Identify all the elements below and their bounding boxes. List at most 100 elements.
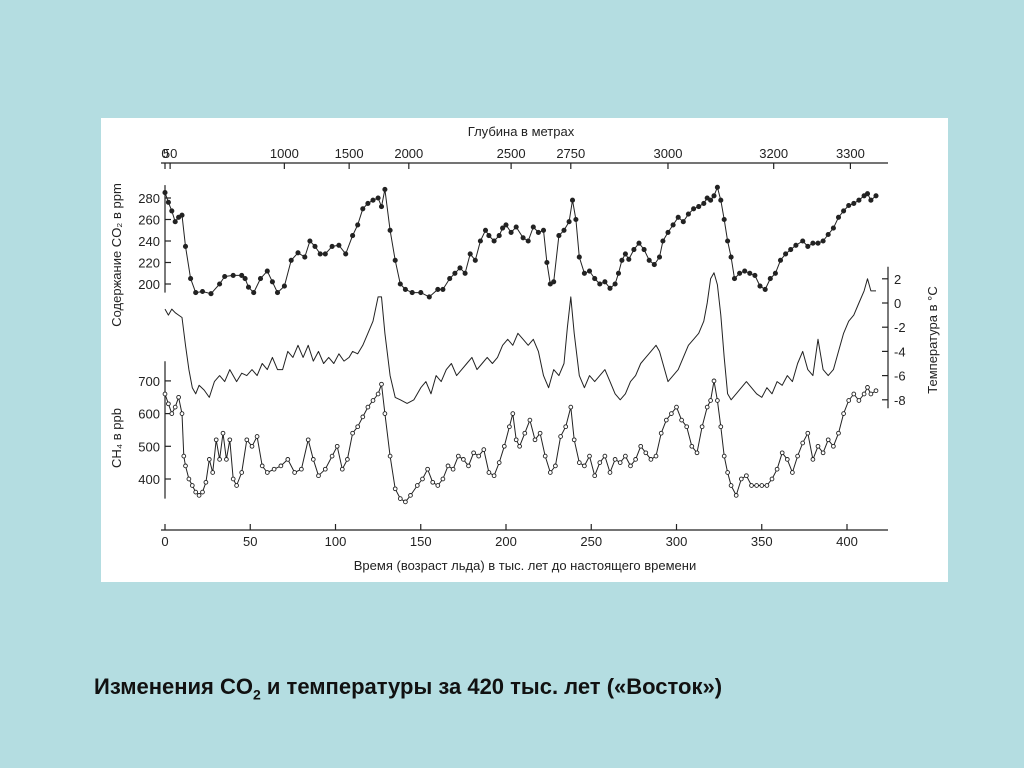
depth-tick-label-2: 1000: [270, 146, 299, 161]
ch4-point-16: [213, 437, 219, 443]
co2-point-79: [581, 270, 587, 276]
ch4-point-28: [264, 470, 270, 475]
ch4-point-109: [684, 424, 690, 430]
chart-panel: Глубина в метрах 0 50 1000 1500 2000 2500 2750…: [101, 118, 948, 582]
ch4-axis-title: CH₄ в ppb: [109, 408, 124, 468]
depth-tick-label-3: 1500: [335, 146, 364, 161]
co2-point-13: [230, 272, 236, 278]
co2-point-119: [762, 286, 768, 292]
ch4-point-57: [425, 466, 430, 472]
ch4-point-73: [507, 424, 512, 430]
ch4-point-112: [699, 424, 705, 430]
ch4-point-3: [172, 404, 178, 410]
depth-tick-label-5: 2500: [497, 146, 526, 161]
co2-point-32: [343, 251, 349, 257]
ch4-point-115: [711, 378, 717, 384]
temp-tick-label-2: -2: [894, 320, 906, 335]
co2-point-42: [392, 257, 398, 263]
ch4-point-119: [725, 470, 730, 475]
ch4-point-48: [379, 381, 384, 387]
co2-point-141: [873, 193, 879, 199]
ch4-point-116: [715, 398, 720, 403]
co2-point-76: [569, 197, 576, 203]
temp-tick-label-3: -4: [894, 344, 906, 359]
co2-point-69: [540, 227, 547, 233]
ch4-point-76: [517, 443, 522, 449]
co2-point-108: [714, 184, 720, 190]
time-tick-label-0: 0: [161, 534, 168, 549]
co2-point-73: [556, 233, 562, 239]
ch4-tick-label-3: 700: [138, 374, 160, 389]
ch4-point-74: [510, 411, 516, 416]
ch4-point-5: [179, 411, 185, 416]
ch4-point-88: [576, 460, 582, 465]
co2-point-44: [402, 286, 408, 292]
ch4-point-27: [259, 463, 265, 469]
co2-point-7: [188, 276, 194, 282]
caption-post: и температуры за 420 тыс. лет («Восток»): [260, 674, 723, 699]
co2-point-8: [193, 290, 199, 296]
co2-point-135: [846, 202, 852, 209]
co2-point-84: [607, 285, 613, 291]
ch4-point-149: [873, 388, 879, 394]
ch4-point-137: [815, 443, 821, 449]
ch4-point-39: [334, 443, 340, 449]
co2-point-110: [721, 216, 727, 223]
time-tick-label-3: 150: [410, 534, 432, 549]
co2-point-10: [208, 291, 214, 297]
ch4-point-113: [704, 404, 710, 410]
co2-point-77: [573, 216, 579, 223]
ch4-point-41: [345, 457, 350, 462]
co2-point-140: [868, 197, 874, 203]
co2-point-41: [387, 227, 393, 233]
ch4-point-51: [392, 486, 398, 492]
ch4-point-77: [522, 430, 528, 436]
temperature-axis: 2 0 -2 -4 -6 -8: [882, 266, 906, 409]
ch4-point-131: [784, 457, 790, 462]
co2-point-134: [841, 208, 847, 214]
ch4-point-146: [861, 391, 867, 397]
co2-point-18: [257, 276, 264, 282]
co2-point-26: [307, 238, 313, 244]
co2-point-60: [496, 233, 502, 239]
time-axis: 0 50 100 150 200 250 300 350 400: [161, 524, 888, 549]
co2-point-67: [530, 224, 536, 230]
co2-tick-label-4: 280: [138, 191, 160, 206]
time-tick-label-1: 50: [243, 534, 257, 549]
co2-point-117: [752, 272, 758, 278]
top-axis-title: Глубина в метрах: [468, 124, 575, 139]
ch4-point-70: [491, 473, 497, 479]
co2-point-49: [440, 286, 446, 292]
series-layer: [162, 184, 879, 505]
co2-point-70: [544, 259, 550, 266]
time-tick-label-7: 350: [751, 534, 773, 549]
co2-point-71: [547, 281, 553, 287]
ch4-point-67: [476, 453, 482, 459]
depth-tick-label-0: 0: [161, 146, 168, 161]
ch4-point-23: [239, 470, 245, 475]
co2-point-6: [182, 243, 189, 249]
bottom-axis-title: Время (возраст льда) в тыс. лет до насто…: [354, 558, 696, 573]
ch4-point-25: [249, 443, 255, 449]
ch4-point-15: [210, 470, 216, 475]
ch4-point-56: [420, 476, 425, 482]
ch4-point-147: [865, 385, 870, 390]
ch4-point-144: [851, 391, 857, 397]
co2-point-53: [462, 270, 468, 276]
co2-point-82: [597, 281, 603, 287]
co2-point-51: [452, 270, 458, 276]
co2-point-88: [622, 251, 628, 257]
ch4-point-44: [360, 414, 366, 420]
ch4-point-65: [466, 463, 471, 469]
co2-point-50: [447, 276, 453, 282]
vostok-chart: Глубина в метрах 050 1000 1500 2000 2500 2750…: [109, 124, 940, 573]
co2-point-56: [477, 238, 483, 244]
co2-point-52: [457, 265, 463, 271]
co2-point-124: [788, 247, 794, 253]
ch4-point-8: [186, 476, 192, 482]
ch4-point-135: [805, 430, 811, 436]
co2-point-78: [576, 254, 582, 260]
ch4-point-14: [206, 457, 212, 462]
ch4-point-91: [592, 473, 598, 479]
ch4-point-30: [278, 463, 284, 469]
